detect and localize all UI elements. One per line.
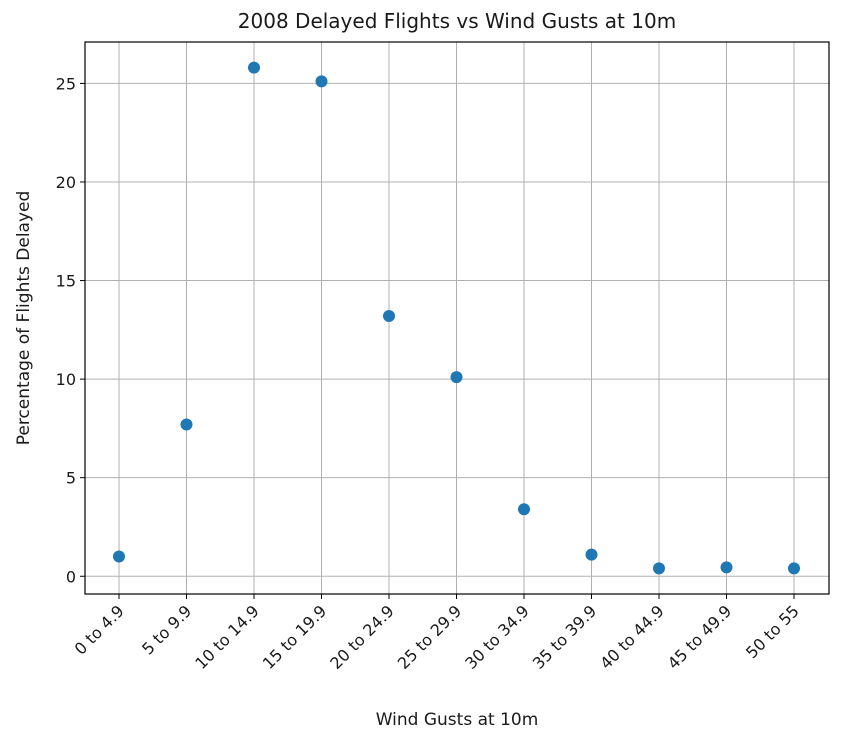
x-tick-label: 15 to 19.9 [259, 601, 331, 673]
x-tick-label: 0 to 4.9 [71, 601, 128, 658]
data-point [518, 503, 530, 516]
point-layer [113, 61, 800, 575]
x-tick-label: 25 to 29.9 [394, 601, 466, 673]
x-tick-label: 40 to 44.9 [596, 601, 668, 673]
data-point [653, 562, 665, 575]
chart-title: 2008 Delayed Flights vs Wind Gusts at 10… [238, 9, 676, 33]
data-point [113, 550, 125, 563]
y-tick-label: 15 [56, 272, 76, 291]
plot-frame [84, 41, 830, 595]
x-tick-label: 35 to 39.9 [529, 601, 601, 673]
x-tick-label: 10 to 14.9 [191, 601, 263, 673]
y-tick-label: 5 [66, 469, 76, 488]
data-point [248, 61, 260, 74]
x-tick-label: 50 to 55 [742, 601, 803, 662]
data-point [180, 418, 193, 431]
data-point [585, 548, 598, 561]
x-axis-label: Wind Gusts at 10m [376, 710, 539, 730]
y-tick-label: 25 [56, 74, 76, 93]
y-axis-label: Percentage of Flights Delayed [14, 191, 34, 446]
data-point [383, 310, 395, 323]
tick-layer: 0 5 10 15 20 25 0 to 4.9 5 to 9.910 to 14.915 t… [56, 74, 803, 673]
data-point [315, 75, 328, 88]
y-tick-label: 0 [66, 567, 76, 586]
y-tick-label: 10 [56, 370, 76, 389]
data-point [450, 371, 463, 384]
x-tick-label: 5 to 9.9 [138, 601, 195, 658]
x-tick-label: 45 to 49.9 [664, 601, 736, 673]
grid-layer [85, 42, 829, 594]
x-tick-label: 30 to 34.9 [461, 601, 533, 673]
y-tick-label: 20 [56, 173, 76, 192]
data-point [720, 561, 733, 574]
x-tick-label: 20 to 24.9 [326, 601, 398, 673]
data-point [788, 562, 800, 575]
